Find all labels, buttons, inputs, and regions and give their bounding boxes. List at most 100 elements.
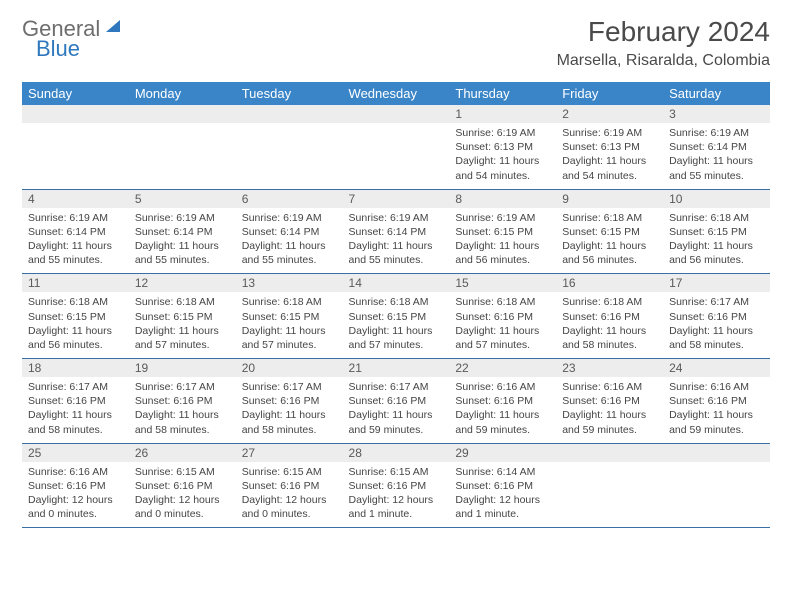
daylight-line: Daylight: 11 hours and 59 minutes. bbox=[349, 408, 444, 436]
day-number-cell: 19 bbox=[129, 359, 236, 378]
sunset-line: Sunset: 6:15 PM bbox=[28, 310, 123, 324]
day-info-cell: Sunrise: 6:16 AMSunset: 6:16 PMDaylight:… bbox=[449, 377, 556, 443]
sunrise-line: Sunrise: 6:16 AM bbox=[455, 380, 550, 394]
day-number-cell: 20 bbox=[236, 359, 343, 378]
day-info-cell bbox=[343, 123, 450, 189]
sunset-line: Sunset: 6:14 PM bbox=[135, 225, 230, 239]
sunrise-line: Sunrise: 6:16 AM bbox=[562, 380, 657, 394]
daylight-line: Daylight: 11 hours and 57 minutes. bbox=[242, 324, 337, 352]
sunset-line: Sunset: 6:16 PM bbox=[28, 479, 123, 493]
day-number-cell: 2 bbox=[556, 105, 663, 123]
daylight-line: Daylight: 11 hours and 57 minutes. bbox=[349, 324, 444, 352]
day-info-row: Sunrise: 6:19 AMSunset: 6:14 PMDaylight:… bbox=[22, 208, 770, 274]
daylight-line: Daylight: 11 hours and 54 minutes. bbox=[562, 154, 657, 182]
day-number-cell: 7 bbox=[343, 189, 450, 208]
sunset-line: Sunset: 6:16 PM bbox=[562, 310, 657, 324]
sunset-line: Sunset: 6:16 PM bbox=[242, 479, 337, 493]
day-info-row: Sunrise: 6:18 AMSunset: 6:15 PMDaylight:… bbox=[22, 292, 770, 358]
logo-triangle-icon bbox=[106, 20, 120, 32]
page-title: February 2024 bbox=[557, 16, 770, 48]
day-number-cell: 27 bbox=[236, 443, 343, 462]
day-number-cell: 6 bbox=[236, 189, 343, 208]
day-number-cell bbox=[236, 105, 343, 123]
sunrise-line: Sunrise: 6:18 AM bbox=[669, 211, 764, 225]
calendar-table: Sunday Monday Tuesday Wednesday Thursday… bbox=[22, 82, 770, 528]
sunrise-line: Sunrise: 6:19 AM bbox=[28, 211, 123, 225]
sunrise-line: Sunrise: 6:14 AM bbox=[455, 465, 550, 479]
day-info-row: Sunrise: 6:16 AMSunset: 6:16 PMDaylight:… bbox=[22, 462, 770, 528]
day-number-row: 45678910 bbox=[22, 189, 770, 208]
sunset-line: Sunset: 6:16 PM bbox=[455, 394, 550, 408]
sunset-line: Sunset: 6:14 PM bbox=[669, 140, 764, 154]
day-info-cell bbox=[22, 123, 129, 189]
day-info-cell: Sunrise: 6:17 AMSunset: 6:16 PMDaylight:… bbox=[343, 377, 450, 443]
weekday-header: Sunday bbox=[22, 82, 129, 105]
sunset-line: Sunset: 6:13 PM bbox=[455, 140, 550, 154]
day-number-cell: 29 bbox=[449, 443, 556, 462]
daylight-line: Daylight: 11 hours and 54 minutes. bbox=[455, 154, 550, 182]
daylight-line: Daylight: 11 hours and 58 minutes. bbox=[562, 324, 657, 352]
day-number-cell: 17 bbox=[663, 274, 770, 293]
day-info-cell: Sunrise: 6:17 AMSunset: 6:16 PMDaylight:… bbox=[663, 292, 770, 358]
sunset-line: Sunset: 6:16 PM bbox=[242, 394, 337, 408]
day-info-cell: Sunrise: 6:18 AMSunset: 6:15 PMDaylight:… bbox=[343, 292, 450, 358]
day-info-cell: Sunrise: 6:18 AMSunset: 6:15 PMDaylight:… bbox=[556, 208, 663, 274]
daylight-line: Daylight: 11 hours and 55 minutes. bbox=[135, 239, 230, 267]
daylight-line: Daylight: 11 hours and 56 minutes. bbox=[28, 324, 123, 352]
sunset-line: Sunset: 6:15 PM bbox=[562, 225, 657, 239]
weekday-header-row: Sunday Monday Tuesday Wednesday Thursday… bbox=[22, 82, 770, 105]
day-info-cell: Sunrise: 6:17 AMSunset: 6:16 PMDaylight:… bbox=[236, 377, 343, 443]
sunset-line: Sunset: 6:15 PM bbox=[455, 225, 550, 239]
sunrise-line: Sunrise: 6:18 AM bbox=[455, 295, 550, 309]
weekday-header: Thursday bbox=[449, 82, 556, 105]
day-info-cell: Sunrise: 6:16 AMSunset: 6:16 PMDaylight:… bbox=[663, 377, 770, 443]
day-number-cell: 11 bbox=[22, 274, 129, 293]
sunrise-line: Sunrise: 6:17 AM bbox=[242, 380, 337, 394]
day-number-cell: 18 bbox=[22, 359, 129, 378]
day-info-cell: Sunrise: 6:14 AMSunset: 6:16 PMDaylight:… bbox=[449, 462, 556, 528]
daylight-line: Daylight: 11 hours and 56 minutes. bbox=[669, 239, 764, 267]
weekday-header: Friday bbox=[556, 82, 663, 105]
daylight-line: Daylight: 11 hours and 59 minutes. bbox=[669, 408, 764, 436]
day-number-cell: 21 bbox=[343, 359, 450, 378]
day-number-cell: 14 bbox=[343, 274, 450, 293]
day-number-cell: 15 bbox=[449, 274, 556, 293]
weekday-header: Saturday bbox=[663, 82, 770, 105]
day-info-cell bbox=[129, 123, 236, 189]
daylight-line: Daylight: 11 hours and 57 minutes. bbox=[135, 324, 230, 352]
day-number-cell: 22 bbox=[449, 359, 556, 378]
daylight-line: Daylight: 12 hours and 0 minutes. bbox=[28, 493, 123, 521]
sunset-line: Sunset: 6:16 PM bbox=[349, 479, 444, 493]
day-number-cell: 16 bbox=[556, 274, 663, 293]
daylight-line: Daylight: 11 hours and 55 minutes. bbox=[669, 154, 764, 182]
day-info-cell: Sunrise: 6:17 AMSunset: 6:16 PMDaylight:… bbox=[129, 377, 236, 443]
day-info-row: Sunrise: 6:19 AMSunset: 6:13 PMDaylight:… bbox=[22, 123, 770, 189]
day-number-cell bbox=[663, 443, 770, 462]
day-number-cell: 3 bbox=[663, 105, 770, 123]
day-number-cell: 26 bbox=[129, 443, 236, 462]
day-info-cell: Sunrise: 6:19 AMSunset: 6:14 PMDaylight:… bbox=[129, 208, 236, 274]
sunset-line: Sunset: 6:14 PM bbox=[242, 225, 337, 239]
day-info-cell: Sunrise: 6:15 AMSunset: 6:16 PMDaylight:… bbox=[129, 462, 236, 528]
day-info-cell: Sunrise: 6:16 AMSunset: 6:16 PMDaylight:… bbox=[556, 377, 663, 443]
daylight-line: Daylight: 11 hours and 55 minutes. bbox=[242, 239, 337, 267]
sunrise-line: Sunrise: 6:19 AM bbox=[349, 211, 444, 225]
sunset-line: Sunset: 6:16 PM bbox=[455, 310, 550, 324]
day-info-cell: Sunrise: 6:18 AMSunset: 6:16 PMDaylight:… bbox=[556, 292, 663, 358]
sunset-line: Sunset: 6:15 PM bbox=[135, 310, 230, 324]
day-number-cell: 24 bbox=[663, 359, 770, 378]
daylight-line: Daylight: 11 hours and 57 minutes. bbox=[455, 324, 550, 352]
daylight-line: Daylight: 11 hours and 58 minutes. bbox=[669, 324, 764, 352]
daylight-line: Daylight: 11 hours and 55 minutes. bbox=[28, 239, 123, 267]
daylight-line: Daylight: 11 hours and 59 minutes. bbox=[455, 408, 550, 436]
day-number-cell bbox=[129, 105, 236, 123]
sunrise-line: Sunrise: 6:18 AM bbox=[135, 295, 230, 309]
day-info-cell: Sunrise: 6:18 AMSunset: 6:15 PMDaylight:… bbox=[236, 292, 343, 358]
sunset-line: Sunset: 6:16 PM bbox=[455, 479, 550, 493]
day-number-cell: 9 bbox=[556, 189, 663, 208]
day-number-cell: 23 bbox=[556, 359, 663, 378]
daylight-line: Daylight: 11 hours and 58 minutes. bbox=[28, 408, 123, 436]
weekday-header: Tuesday bbox=[236, 82, 343, 105]
sunset-line: Sunset: 6:16 PM bbox=[135, 479, 230, 493]
logo: General Blue bbox=[22, 16, 142, 62]
